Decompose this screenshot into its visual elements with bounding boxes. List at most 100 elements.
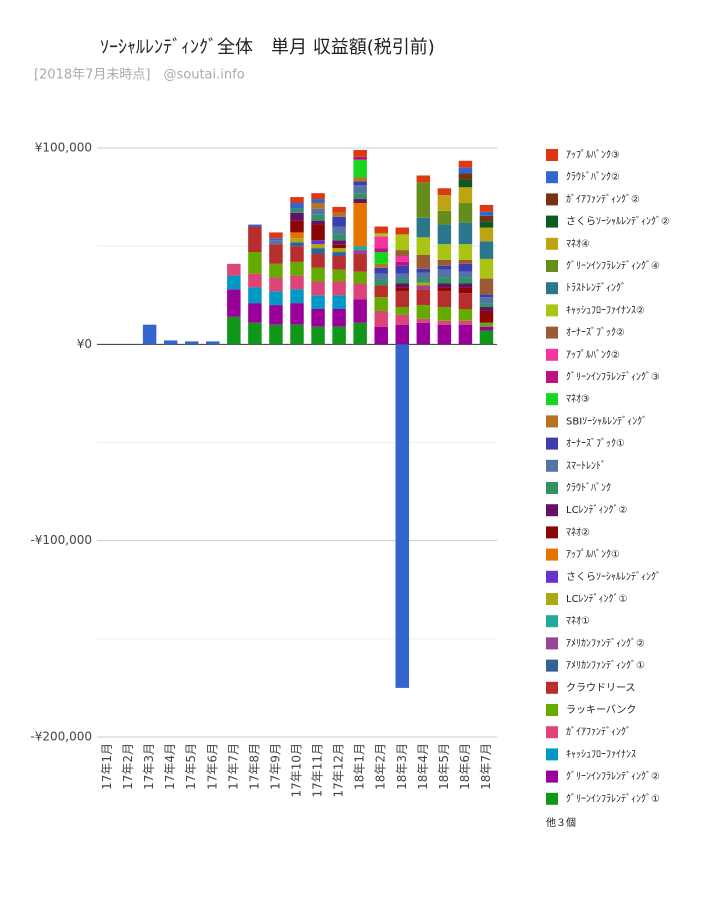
bar-segment — [353, 177, 367, 182]
x-tick-label: 18年4月 — [416, 743, 430, 790]
bar-segment — [353, 254, 367, 272]
x-tick-label: 17年3月 — [142, 743, 156, 790]
bar-segment — [374, 279, 388, 286]
bar-segment — [458, 259, 473, 264]
bar-segment — [437, 188, 452, 196]
bar-segment — [458, 179, 473, 188]
bar-segment — [290, 197, 304, 203]
bar-segment — [437, 287, 452, 292]
bar-segment — [479, 303, 494, 308]
bar-segment — [374, 233, 388, 237]
legend-label: SBIｿｰｼｬﾙﾚﾝﾃﾞｨﾝｸﾞ — [566, 415, 647, 427]
bar-segment — [290, 261, 304, 276]
bar-segment — [332, 269, 346, 282]
bar-segment — [227, 289, 241, 317]
legend-swatch — [546, 526, 558, 539]
legend-label: LCﾚﾝﾃﾞｨﾝｸﾞ② — [566, 504, 628, 516]
legend-swatch — [546, 437, 558, 450]
bar-segment — [479, 241, 494, 259]
bar-segment — [290, 275, 304, 290]
bar-segment — [416, 322, 431, 345]
x-tick-label: 17年6月 — [205, 743, 219, 790]
bar-segment — [311, 220, 325, 225]
bar-segment — [458, 271, 473, 278]
bar-segment — [395, 279, 409, 284]
legend-label: ﾏﾈｵ① — [566, 615, 590, 627]
x-tick-label: 17年9月 — [268, 743, 282, 790]
bar-segment — [395, 234, 409, 251]
bar-segment — [416, 255, 431, 269]
bar-segment — [248, 303, 262, 323]
legend-swatch — [546, 260, 558, 272]
legend-label: ﾏﾈｵ② — [566, 526, 590, 538]
bar-segment — [395, 250, 409, 256]
bar-segment — [311, 208, 325, 215]
bar-segment — [479, 227, 494, 242]
bar-segment — [437, 291, 452, 308]
legend-label: ｱｯﾌﾟﾙﾊﾞﾝｸ③ — [566, 149, 620, 161]
bar-segment — [311, 224, 325, 241]
bar-segment — [458, 287, 473, 294]
bar-segment — [374, 263, 388, 268]
bar-segment — [479, 307, 494, 311]
legend-swatch — [546, 615, 558, 628]
bar-segment — [353, 193, 367, 200]
bar-segment — [269, 291, 283, 306]
bar-segment — [416, 182, 431, 218]
legend-swatch — [546, 459, 558, 472]
y-tick-label: -¥200,000 — [30, 730, 92, 744]
bar-segment — [479, 310, 494, 323]
bar-segment — [416, 282, 431, 286]
legend-label: LCﾚﾝﾃﾞｨﾝｸﾞ① — [566, 593, 628, 605]
bar-segment — [269, 263, 283, 278]
legend-label: ラッキーバンク — [566, 704, 636, 716]
bar-segment — [142, 324, 157, 345]
bar-segment — [290, 246, 304, 262]
legend-swatch — [546, 371, 558, 383]
x-tick-label: 18年5月 — [437, 743, 451, 790]
bar-segment — [437, 195, 452, 211]
bar-segment — [374, 326, 388, 345]
legend-more: 他３個 — [546, 816, 576, 829]
bar-segment — [332, 326, 346, 345]
legend-swatch — [546, 748, 558, 761]
bar-segment — [332, 308, 346, 327]
legend-label: ｱｯﾌﾟﾙﾊﾞﾝｸ① — [566, 549, 620, 561]
legend-swatch — [546, 215, 558, 228]
legend-label: ｽﾏｰﾄﾚﾝﾄﾞ — [566, 460, 606, 472]
bar-segment — [290, 208, 304, 213]
bar-segment — [290, 242, 304, 247]
bar-segment — [290, 238, 304, 243]
bar-segment — [332, 226, 346, 235]
legend-label: ｶﾞｲｱﾌｧﾝﾃﾞｨﾝｸﾞ② — [566, 193, 640, 205]
bar-segment — [437, 307, 452, 321]
bar-segment — [437, 244, 452, 260]
bar-segment — [458, 167, 473, 174]
x-tick-label: 18年7月 — [479, 743, 493, 790]
legend-swatch — [546, 193, 558, 206]
bar-segment — [311, 295, 325, 309]
bar-segment — [479, 215, 494, 222]
legend-swatch — [546, 792, 558, 805]
bar-segment — [395, 314, 409, 325]
legend-swatch — [546, 171, 558, 184]
legend-swatch — [546, 770, 558, 783]
legend-swatch — [546, 304, 558, 317]
bar-segment — [437, 210, 452, 225]
bar-segment — [311, 308, 325, 327]
legend-label: ｷｬｯｼｭﾌﾛｰﾌｧｲﾅﾝｽ② — [566, 304, 645, 316]
bar-segment — [353, 159, 367, 178]
legend-label: ｸﾗｳﾄﾞﾊﾞﾝｸ② — [566, 171, 620, 183]
bar-segment — [269, 240, 283, 245]
bar-segment — [395, 261, 409, 266]
bar-segment — [395, 324, 409, 345]
bar-segment — [395, 227, 409, 235]
bar-segment — [269, 277, 283, 292]
bar-segment — [269, 238, 283, 241]
bar-segment — [269, 232, 283, 239]
legend-swatch — [546, 282, 558, 295]
bar-segment — [416, 318, 431, 323]
bar-segment — [416, 272, 431, 279]
legend-swatch — [546, 593, 558, 605]
legend-label: ﾄﾗｽﾄﾚﾝﾃﾞｨﾝｸﾞ — [566, 282, 626, 294]
